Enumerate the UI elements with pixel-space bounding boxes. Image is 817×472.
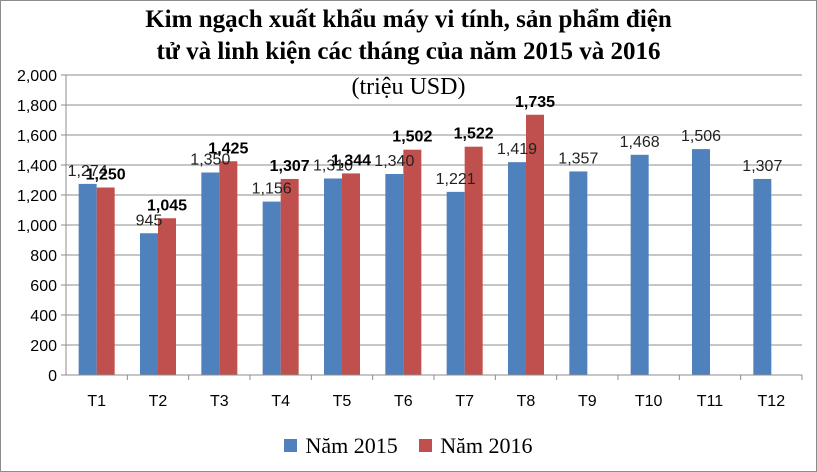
x-tick-label: T11 [697,393,723,410]
chart-title-line-1: Kim ngạch xuất khẩu máy vi tính, sản phẩ… [145,6,672,33]
bar-Năm-2016-T8 [526,114,544,375]
bar-Năm-2015-T11 [692,149,710,375]
legend-item-2016: Năm 2016 [419,432,533,459]
bar-Năm-2016-T3 [219,161,238,375]
bar-Năm-2016-T7 [464,146,483,375]
data-label: 1,340 [374,153,414,170]
y-axis-ticks: 0 200 400 600 800 1,000 1,200 1,400 1,600 1,800 2,… [17,68,66,385]
legend-item-2015: Năm 2015 [284,432,398,459]
x-tick-label: T3 [210,393,229,410]
chart-subtitle: (triệu USD) [351,74,466,100]
y-tick-label: 200 [30,338,57,355]
bar-Năm-2016-T1 [96,187,115,375]
y-tick-label: 1,000 [17,218,57,235]
x-tick-label: T8 [517,393,536,410]
x-tick-label: T6 [394,393,413,410]
chart-title: Kim ngạch xuất khẩu máy vi tính, sản phẩ… [0,4,817,68]
data-label: 1,522 [454,126,494,143]
x-tick-label: T12 [758,393,786,410]
bar-Năm-2016-T6 [403,149,422,375]
bar-Năm-2015-T3 [201,172,220,375]
data-label: 1,506 [681,128,721,145]
y-tick-label: 400 [30,308,57,325]
data-label: 1,307 [270,158,310,175]
chart-title-line-2: tử và linh kiện các tháng của năm 2015 v… [156,38,661,65]
legend-label-2015: Năm 2015 [305,432,398,458]
legend-swatch-2015 [284,439,298,452]
data-label: 1,344 [331,152,371,169]
data-label: 1,425 [208,140,248,157]
bar-Năm-2016-T5 [342,173,360,375]
y-tick-label: 1,800 [17,98,57,115]
data-label: 1,307 [742,158,782,175]
data-label: 1,250 [86,167,126,184]
data-label: 1,468 [620,134,660,151]
bar-Năm-2015-T1 [78,183,97,375]
data-label: 1,310 [313,158,353,175]
bar-Năm-2015-T6 [385,174,404,375]
data-label: 1,350 [190,152,230,169]
bar-Năm-2015-T9 [569,171,588,375]
data-label: 1,156 [252,181,292,198]
data-label: 1,274 [68,163,108,180]
gridlines [66,74,802,376]
y-tick-label: 1,400 [17,158,57,175]
x-tick-label: T10 [635,393,663,410]
x-tick-label: T9 [578,393,597,410]
legend-label-2016: Năm 2016 [440,432,533,458]
x-tick-label: T7 [455,393,474,410]
bars [78,114,772,375]
bar-chart: 0 200 400 600 800 1,000 1,200 1,400 1,600 1,800 2,… [17,68,803,410]
y-tick-label: 600 [30,278,57,295]
bar-Năm-2015-T10 [630,154,649,375]
bar-Năm-2016-T2 [158,218,176,375]
bar-Năm-2015-T7 [446,191,465,375]
y-tick-label: 1,600 [17,128,57,145]
bar-Năm-2015-T5 [324,178,342,375]
bar-Năm-2016-T4 [280,178,299,375]
y-tick-label: 0 [48,368,57,385]
legend: Năm 2015 Năm 2016 [0,432,817,459]
y-tick-label: 2,000 [17,68,57,85]
x-axis: T1 T2 T3 T4 T5 T6 T7 T8 T9 T10 T11 T12 [65,75,803,410]
data-label: 1,419 [497,141,537,158]
x-tick-label: T1 [87,393,106,410]
y-tick-label: 1,200 [17,188,57,205]
bar-Năm-2015-T4 [262,201,281,375]
data-label: 1,735 [515,94,555,111]
data-label: 1,045 [147,197,187,214]
bar-Năm-2015-T8 [508,162,526,375]
x-tick-label: T4 [271,393,290,410]
data-label: 945 [136,212,163,229]
x-tick-label: T2 [149,393,168,410]
bar-Năm-2015-T12 [753,178,772,375]
data-label: 1,221 [436,171,476,188]
legend-swatch-2016 [419,439,433,452]
data-label: 1,502 [392,129,432,146]
bar-Năm-2015-T2 [140,233,158,375]
x-tick-label: T5 [333,393,352,410]
data-label: 1,357 [558,150,598,167]
y-tick-label: 800 [30,248,57,265]
